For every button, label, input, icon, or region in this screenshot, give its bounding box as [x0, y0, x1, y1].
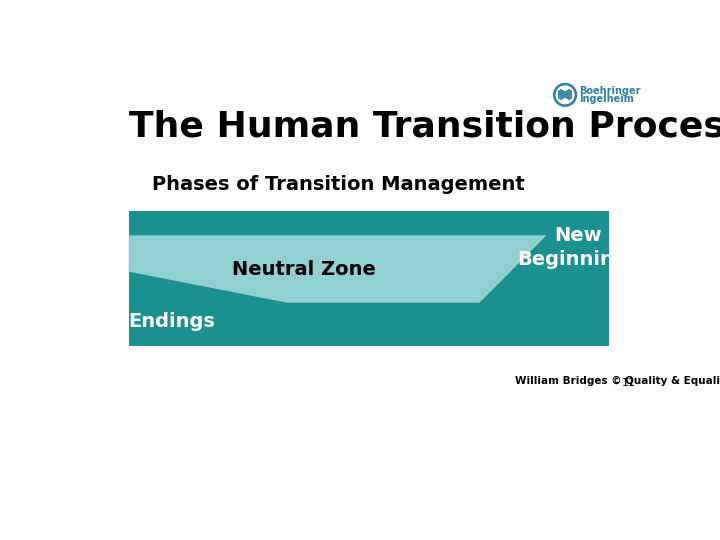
Text: 11: 11: [621, 378, 636, 388]
Text: Phases of Transition Management: Phases of Transition Management: [152, 174, 525, 194]
Polygon shape: [480, 235, 609, 303]
Text: William Bridges © Quality & Equality Ltd: William Bridges © Quality & Equality Ltd: [515, 375, 720, 386]
Text: Endings: Endings: [128, 312, 215, 331]
Text: Ingelheim: Ingelheim: [579, 94, 634, 104]
Text: Boehringer: Boehringer: [579, 86, 641, 96]
Text: New
Beginnings: New Beginnings: [517, 226, 639, 269]
Bar: [129, 211, 609, 346]
Polygon shape: [129, 235, 546, 303]
Text: The Human Transition Process: The Human Transition Process: [129, 110, 720, 144]
Text: Neutral Zone: Neutral Zone: [232, 260, 376, 279]
